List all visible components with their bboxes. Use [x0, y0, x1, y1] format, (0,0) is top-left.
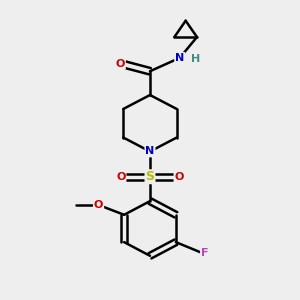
Text: O: O	[174, 172, 184, 182]
Text: S: S	[146, 170, 154, 183]
Text: N: N	[146, 146, 154, 157]
Text: O: O	[116, 59, 125, 69]
Text: N: N	[175, 53, 184, 63]
Text: H: H	[191, 54, 200, 64]
Text: O: O	[116, 172, 126, 182]
Text: F: F	[201, 248, 208, 257]
Text: O: O	[94, 200, 103, 210]
